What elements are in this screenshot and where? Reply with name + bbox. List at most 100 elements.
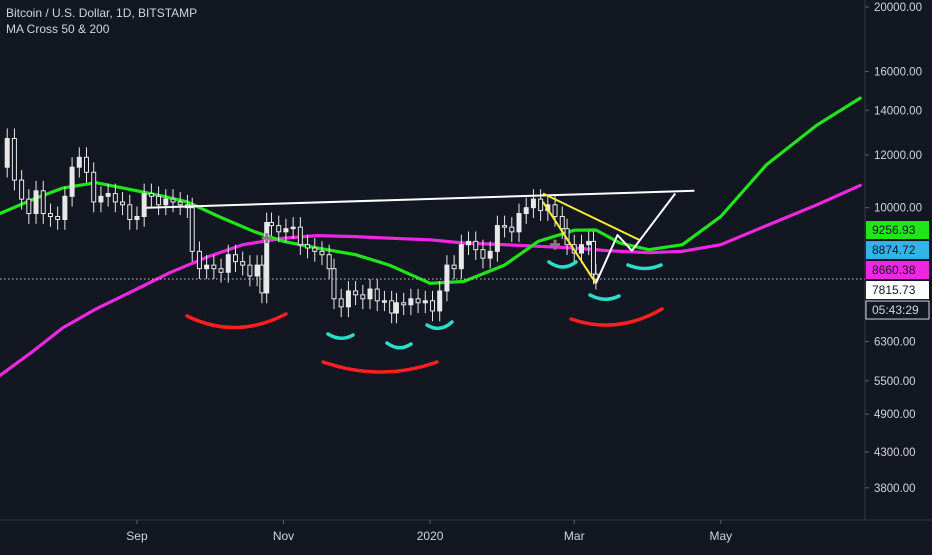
head-arc bbox=[321, 360, 439, 374]
shoulder-arc-right bbox=[569, 307, 664, 327]
y-tick-label: 14000.00 bbox=[874, 105, 922, 117]
candle-body bbox=[360, 294, 366, 300]
candle-body bbox=[538, 198, 544, 212]
candle-body bbox=[19, 179, 25, 200]
candle-body bbox=[62, 195, 68, 220]
candle-body bbox=[98, 195, 104, 203]
candle-body bbox=[401, 302, 407, 306]
indicator-title[interactable]: MA Cross 50 & 200 bbox=[6, 22, 110, 36]
candle-body bbox=[4, 137, 10, 168]
candle-body bbox=[494, 225, 500, 252]
candle-body bbox=[516, 213, 522, 233]
candle-body bbox=[26, 198, 32, 215]
dip-arc-1 bbox=[326, 332, 355, 340]
candle-body bbox=[189, 207, 195, 252]
candle-body bbox=[290, 226, 296, 230]
candle-body bbox=[312, 247, 318, 252]
candle-body bbox=[389, 300, 395, 314]
candle-body bbox=[105, 193, 111, 197]
candle-body bbox=[84, 156, 89, 173]
candle-body bbox=[240, 261, 246, 266]
candle-body bbox=[112, 193, 118, 203]
price-label: 8874.72 bbox=[872, 243, 916, 257]
candle-body bbox=[559, 215, 565, 230]
price-label-box bbox=[866, 221, 929, 240]
candle-body bbox=[590, 240, 596, 275]
y-tick-label: 12000.00 bbox=[874, 150, 922, 162]
y-tick-label: 4300.00 bbox=[874, 447, 916, 459]
candle-body bbox=[437, 290, 443, 312]
dip-arc-2 bbox=[385, 341, 413, 350]
ma200-layer bbox=[0, 183, 862, 378]
price-label-box bbox=[866, 281, 929, 300]
candle-body bbox=[276, 225, 282, 233]
candle-body bbox=[120, 201, 126, 206]
y-tick-label: 10000.00 bbox=[874, 203, 922, 215]
series-line-ma-200 bbox=[0, 183, 862, 378]
x-tick-label: Mar bbox=[564, 529, 585, 543]
candle-body bbox=[319, 250, 325, 256]
candle-body bbox=[141, 193, 147, 217]
price-layer bbox=[4, 128, 599, 324]
candle-body bbox=[254, 264, 260, 277]
candle-body bbox=[473, 240, 479, 251]
y-tick-label: 6300.00 bbox=[874, 336, 916, 348]
candle-body bbox=[305, 244, 311, 249]
chart-legend: Bitcoin / U.S. Dollar, 1D, BITSTAMP MA C… bbox=[6, 5, 197, 37]
candle-body bbox=[156, 195, 162, 206]
candle-body bbox=[269, 222, 275, 227]
candle-body bbox=[509, 226, 515, 233]
series-line-ma-50 bbox=[0, 96, 862, 285]
candle-body bbox=[211, 264, 217, 270]
candle-body bbox=[530, 198, 536, 209]
countdown-box bbox=[865, 300, 930, 320]
candle-body bbox=[127, 204, 133, 220]
candle-body bbox=[415, 298, 421, 304]
wedge-lower-line bbox=[542, 201, 597, 284]
candle-body bbox=[345, 290, 351, 308]
candle-body bbox=[134, 215, 140, 220]
price-label-box bbox=[866, 241, 929, 260]
candle-body bbox=[11, 137, 17, 181]
candle-body bbox=[40, 190, 46, 215]
candle-body bbox=[259, 264, 265, 294]
y-tick-label: 4900.00 bbox=[874, 409, 916, 421]
price-label: 9256.93 bbox=[872, 223, 916, 237]
candle-body bbox=[422, 300, 428, 304]
candle-body bbox=[552, 204, 558, 217]
projection-path bbox=[594, 192, 676, 284]
dip-arc-6 bbox=[626, 263, 663, 271]
ma-cross-marker bbox=[261, 233, 272, 244]
ma50-layer bbox=[0, 96, 862, 285]
candle-body bbox=[430, 300, 435, 312]
annotation-layer bbox=[0, 189, 865, 374]
dip-arc-3 bbox=[425, 320, 454, 331]
candle-body bbox=[578, 244, 584, 254]
axis-layer: 20000.00 16000.00 14000.00 12000.00 10000.00… bbox=[0, 0, 932, 543]
candle-body bbox=[326, 254, 332, 270]
ma-cross-marker bbox=[550, 239, 561, 250]
candle-body bbox=[523, 207, 529, 215]
candle-body bbox=[55, 215, 61, 220]
shoulder-arc-left bbox=[185, 312, 288, 330]
x-tick-label: 2020 bbox=[417, 529, 444, 543]
candle-body bbox=[297, 226, 303, 246]
candle-body bbox=[502, 225, 508, 228]
candle-body bbox=[381, 300, 387, 303]
candle-body bbox=[353, 290, 359, 296]
candle-body bbox=[163, 198, 169, 206]
price-label: 7815.73 bbox=[872, 283, 916, 297]
candle-body bbox=[586, 240, 592, 246]
candle-body bbox=[451, 264, 457, 270]
wedge-upper-line bbox=[542, 192, 640, 241]
price-label: 8660.38 bbox=[872, 263, 916, 277]
symbol-title[interactable]: Bitcoin / U.S. Dollar, 1D, BITSTAMP bbox=[6, 6, 198, 20]
candle-body bbox=[47, 213, 53, 217]
candle-body bbox=[338, 298, 344, 308]
candle-body bbox=[393, 302, 399, 314]
candle-body bbox=[196, 250, 202, 270]
candle-body bbox=[225, 254, 231, 273]
